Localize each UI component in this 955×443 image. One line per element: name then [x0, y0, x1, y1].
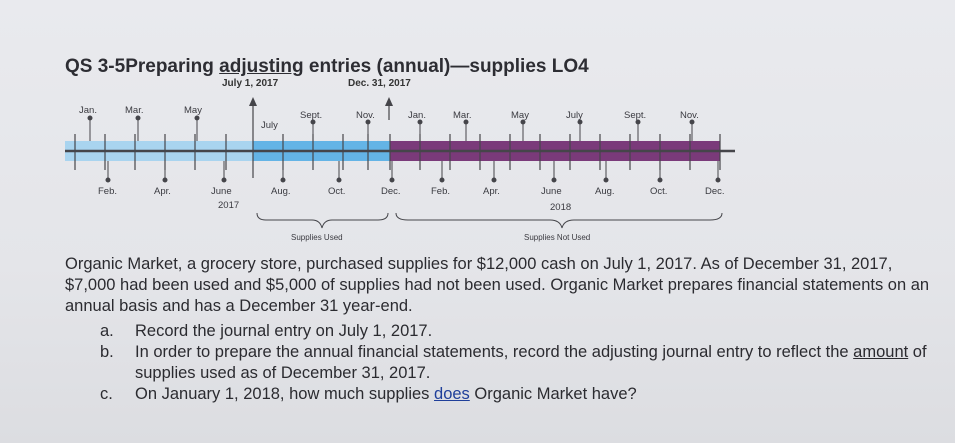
list-item: a. Record the journal entry on July 1, 2… — [65, 321, 945, 342]
top-month-label: July — [566, 110, 583, 121]
bottom-month-markers — [105, 161, 721, 183]
bottom-month-label: Apr. — [154, 186, 171, 197]
bottom-month-label: Dec. — [705, 186, 725, 197]
bottom-month-label: Aug. — [595, 186, 615, 197]
top-month-label: Nov. — [680, 110, 699, 121]
title-adjusting: adjusting — [219, 56, 304, 77]
bottom-month-label: Oct. — [650, 186, 667, 197]
top-month-label: Mar. — [125, 105, 143, 116]
bottom-month-label: Aug. — [271, 186, 291, 197]
problem-paragraph: Organic Market, a grocery store, purchas… — [65, 255, 930, 315]
bottom-month-label: Feb. — [98, 186, 117, 197]
amount-link[interactable]: amount — [853, 343, 909, 361]
top-month-label: May — [184, 105, 202, 116]
top-month-label: July — [261, 120, 278, 131]
supplies-not-used-label: Supplies Not Used — [524, 233, 590, 242]
item-text: Record the journal entry on July 1, 2017… — [135, 322, 433, 340]
item-text-before: On January 1, 2018, how much supplies — [135, 385, 435, 403]
question-list: a. Record the journal entry on July 1, 2… — [65, 321, 945, 405]
bottom-month-label: June — [211, 186, 232, 197]
top-month-label: Nov. — [356, 110, 375, 121]
date-july-label: July 1, 2017 — [222, 78, 279, 89]
supplies-not-used-brace — [395, 212, 723, 229]
item-letter: a. — [100, 322, 114, 340]
bottom-month-label: Dec. — [381, 186, 401, 197]
top-month-markers — [87, 115, 695, 141]
year-2017-label: 2017 — [218, 200, 239, 211]
supplies-used-label: Supplies Used — [291, 233, 343, 242]
top-month-label: Jan. — [408, 110, 426, 121]
supplies-used-brace — [256, 212, 389, 229]
title-prefix: QS 3-5Preparing — [65, 56, 220, 77]
question-title: QS 3-5Preparing adjusting entries (annua… — [65, 56, 589, 78]
july-arrow — [249, 97, 257, 120]
top-month-label: May — [511, 110, 529, 121]
top-month-label: Sept. — [624, 110, 646, 121]
top-month-label: Mar. — [453, 110, 471, 121]
date-dec-label: Dec. 31, 2017 — [348, 78, 411, 89]
problem-description: Organic Market, a grocery store, purchas… — [65, 254, 945, 317]
item-text-after: of supplies used as of December 31, 2017… — [135, 343, 927, 382]
top-month-label: Jan. — [79, 105, 97, 116]
item-text-after: Organic Market have? — [469, 385, 637, 403]
item-letter: b. — [100, 343, 114, 361]
top-month-label: Sept. — [300, 110, 322, 121]
title-suffix: entries (annual)—supplies LO4 — [303, 56, 589, 77]
year-2018-label: 2018 — [550, 202, 571, 213]
timeline-diagram: Jan. Mar. May July Sept. Nov. Jan. Mar. … — [65, 97, 735, 242]
bottom-month-label: Apr. — [483, 186, 500, 197]
list-item: b. In order to prepare the annual financ… — [65, 342, 945, 384]
bottom-month-label: June — [541, 186, 562, 197]
item-text-before: In order to prepare the annual financial… — [135, 343, 854, 361]
list-item: c. On January 1, 2018, how much supplies… — [65, 384, 945, 405]
bottom-month-label: Oct. — [328, 186, 345, 197]
does-link[interactable]: does — [434, 385, 470, 403]
item-letter: c. — [100, 385, 113, 403]
bottom-month-label: Feb. — [431, 186, 450, 197]
dec-arrow — [385, 97, 393, 120]
